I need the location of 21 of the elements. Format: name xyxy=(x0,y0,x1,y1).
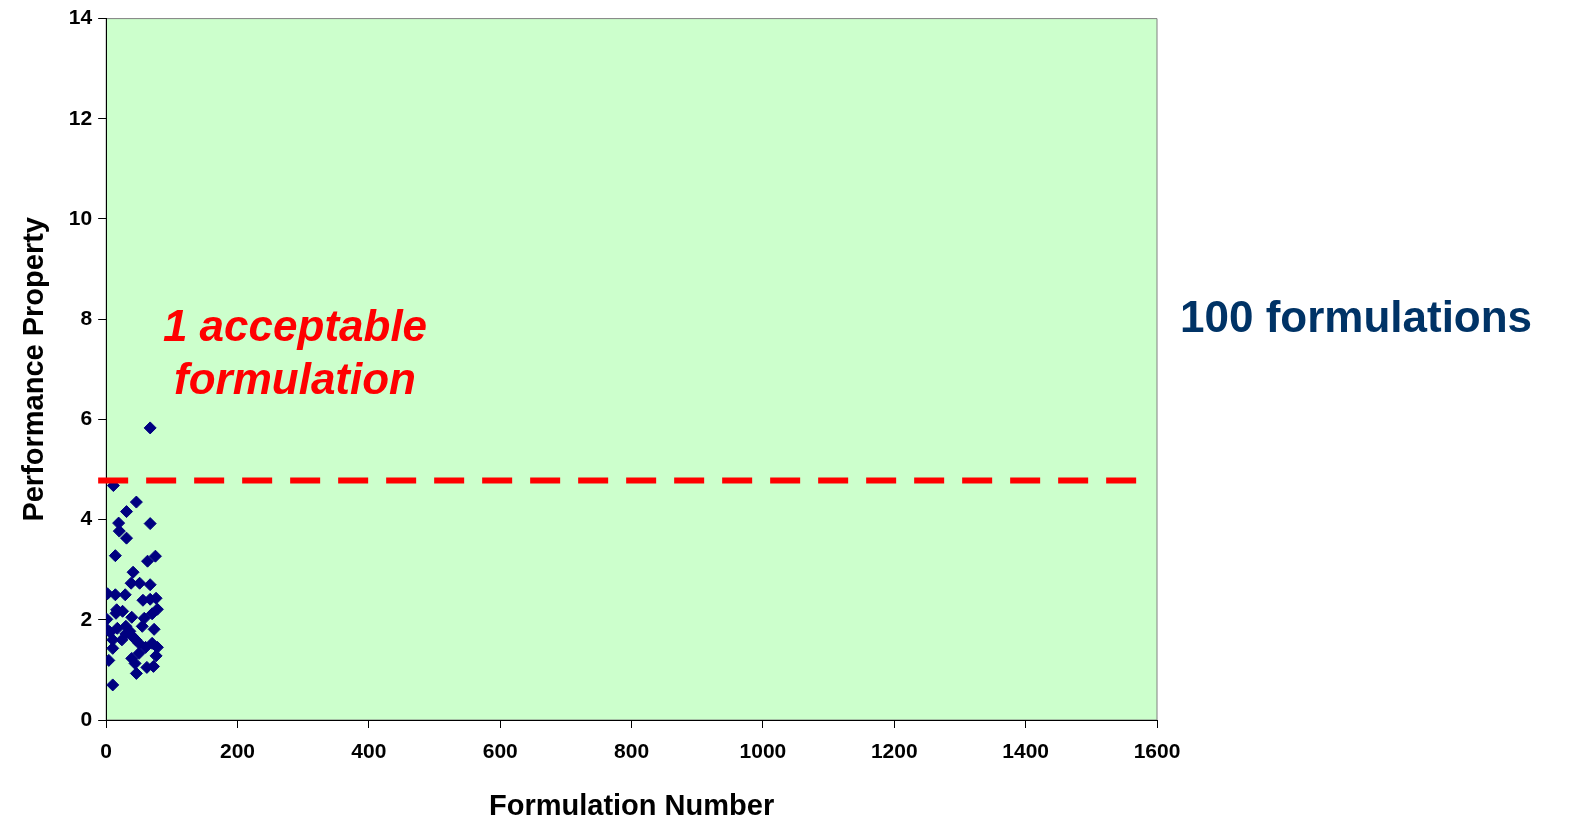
x-tick-label: 1200 xyxy=(870,739,918,763)
y-tick-label: 4 xyxy=(80,506,93,530)
x-tick-label: 1400 xyxy=(1002,739,1049,763)
x-tick-label: 800 xyxy=(614,739,650,763)
y-tick-label: 12 xyxy=(68,105,93,129)
x-tick-label: 1000 xyxy=(739,739,787,763)
y-tick-label: 6 xyxy=(80,406,93,430)
x-tick-label: 0 xyxy=(100,739,112,763)
x-tick-label: 600 xyxy=(482,739,518,763)
annotation: 1 acceptable formulation xyxy=(161,300,429,405)
x-tick-label: 400 xyxy=(351,739,387,763)
x-axis-title: Formulation Number xyxy=(488,788,775,821)
y-axis-title: Performance Property xyxy=(17,216,50,522)
x-tick-label: 200 xyxy=(219,739,256,763)
y-tick-label: 14 xyxy=(68,5,93,29)
x-tick-label: 1600 xyxy=(1133,739,1181,763)
y-tick-label: 2 xyxy=(80,606,93,630)
text: 100 formulations xyxy=(1180,292,1534,342)
y-tick-label: 0 xyxy=(80,706,93,730)
y-tick-label: 10 xyxy=(68,205,93,229)
y-tick-label: 8 xyxy=(80,306,93,329)
